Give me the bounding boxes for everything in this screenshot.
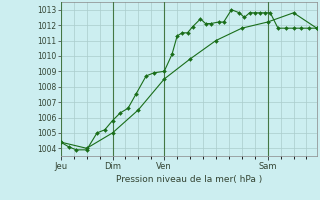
X-axis label: Pression niveau de la mer( hPa ): Pression niveau de la mer( hPa ) [116, 175, 262, 184]
